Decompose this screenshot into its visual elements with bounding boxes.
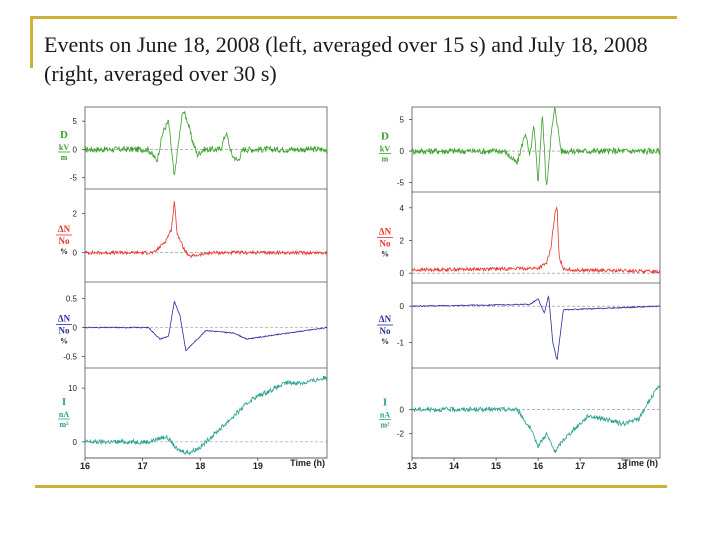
unit-extra: % [60, 337, 68, 346]
unit-bottom: No [59, 326, 70, 336]
y-tick-label: -0.5 [63, 352, 77, 361]
x-tick-label: 19 [253, 461, 263, 471]
y-tick-label: 0 [73, 145, 78, 154]
y-tick-label: 0 [400, 147, 405, 156]
series-line-N [84, 201, 328, 259]
series-line-D [84, 111, 328, 176]
y-tick-label: 5 [400, 116, 405, 125]
y-tick-label: 4 [400, 204, 405, 213]
unit-bottom: No [380, 239, 391, 249]
y-tick-label: 2 [400, 237, 405, 246]
unit-top: nA [59, 410, 69, 419]
y-tick-label: 2 [73, 210, 78, 219]
x-axis-label: Time (h) [623, 458, 658, 468]
unit-top: kV [380, 145, 390, 154]
plot-frame [411, 106, 661, 459]
series-line-N [411, 206, 661, 275]
x-tick-label: 17 [138, 461, 148, 471]
series-line-D [411, 106, 661, 185]
y-tick-label: 0 [73, 249, 78, 258]
x-tick-label: 15 [491, 461, 501, 471]
series-line-dN [411, 295, 661, 360]
unit-extra: % [381, 337, 389, 346]
y-tick-label: -2 [397, 430, 405, 439]
unit-bottom: m [382, 155, 389, 164]
x-tick-label: 18 [617, 461, 627, 471]
x-tick-label: 14 [449, 461, 459, 471]
y-tick-label: -5 [70, 174, 78, 183]
unit-extra: % [60, 247, 68, 256]
unit-bottom: m² [59, 420, 69, 429]
plot-frame [84, 106, 328, 459]
unit-bottom: No [380, 326, 391, 336]
x-axis-label: Time (h) [290, 458, 325, 468]
unit-top: kV [59, 143, 69, 152]
bottom-rule [35, 485, 667, 488]
unit-top: ΔN [379, 227, 392, 237]
x-tick-label: 17 [575, 461, 585, 471]
y-tick-label: 0 [73, 324, 78, 333]
unit-top: ΔN [379, 314, 392, 324]
top-rule [30, 16, 677, 19]
y-tick-label: -1 [397, 339, 405, 348]
unit-extra: % [381, 250, 389, 259]
panel-name: D [60, 129, 68, 141]
y-tick-label: 0 [73, 438, 78, 447]
unit-bottom: m [61, 153, 68, 162]
unit-bottom: No [59, 236, 70, 246]
y-tick-label: 10 [68, 384, 77, 393]
y-tick-label: 5 [73, 117, 78, 126]
y-tick-label: 0 [400, 269, 405, 278]
unit-top: ΔN [58, 224, 71, 234]
panel-name: D [381, 131, 389, 143]
y-tick-label: 0.5 [66, 295, 78, 304]
x-tick-label: 18 [195, 461, 205, 471]
unit-top: nA [380, 411, 390, 420]
x-tick-label: 16 [533, 461, 543, 471]
unit-top: ΔN [58, 314, 71, 324]
y-tick-label: 0 [400, 302, 405, 311]
y-tick-label: 0 [400, 405, 405, 414]
y-tick-label: -5 [397, 179, 405, 188]
series-line-I [411, 383, 661, 454]
slide-title: Events on June 18, 2008 (left, averaged … [44, 32, 648, 86]
x-tick-label: 16 [80, 461, 90, 471]
left-rule [30, 16, 33, 68]
panel-name: I [62, 396, 66, 408]
unit-bottom: m² [380, 421, 390, 430]
series-line-dN [84, 300, 328, 352]
series-line-I [84, 375, 328, 456]
x-tick-label: 13 [407, 461, 417, 471]
panel-name: I [383, 397, 387, 409]
